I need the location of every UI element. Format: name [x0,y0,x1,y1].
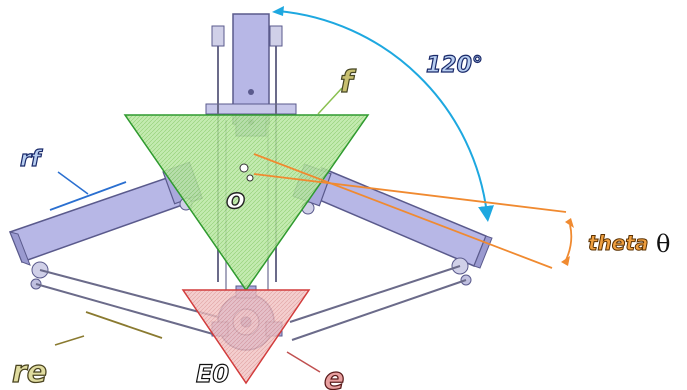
theta-word-label: theta [588,231,648,255]
re-leader-line [54,335,85,346]
f-label: f [340,65,357,100]
angle-120-arc-start-head [272,6,284,16]
e0-label: E0 [196,360,229,388]
e-leader-line [286,351,321,373]
theta-reference-line [253,173,567,213]
theta-arm-line [253,153,553,269]
f-leader-line [317,87,343,115]
e-label: e [324,362,344,390]
rf-label: rf [20,147,43,172]
theta-angle-arc [565,224,573,261]
origin-point-marker-2 [246,174,254,182]
origin-point-marker [239,163,249,173]
effector-triangle-e [181,289,311,385]
base-triangle-f [123,114,370,292]
angle-120-label: 120° [426,53,483,78]
theta-symbol-label: θ [656,230,670,258]
re-dimension-line [85,311,163,339]
angle-120-arc [277,10,494,222]
theta-arrow-top [565,218,574,228]
rf-leader-line [57,171,89,195]
o-label: o [226,182,245,215]
rf-dimension-line [49,181,127,211]
theta-arrow-bottom [561,256,570,266]
re-label: re [12,355,47,390]
